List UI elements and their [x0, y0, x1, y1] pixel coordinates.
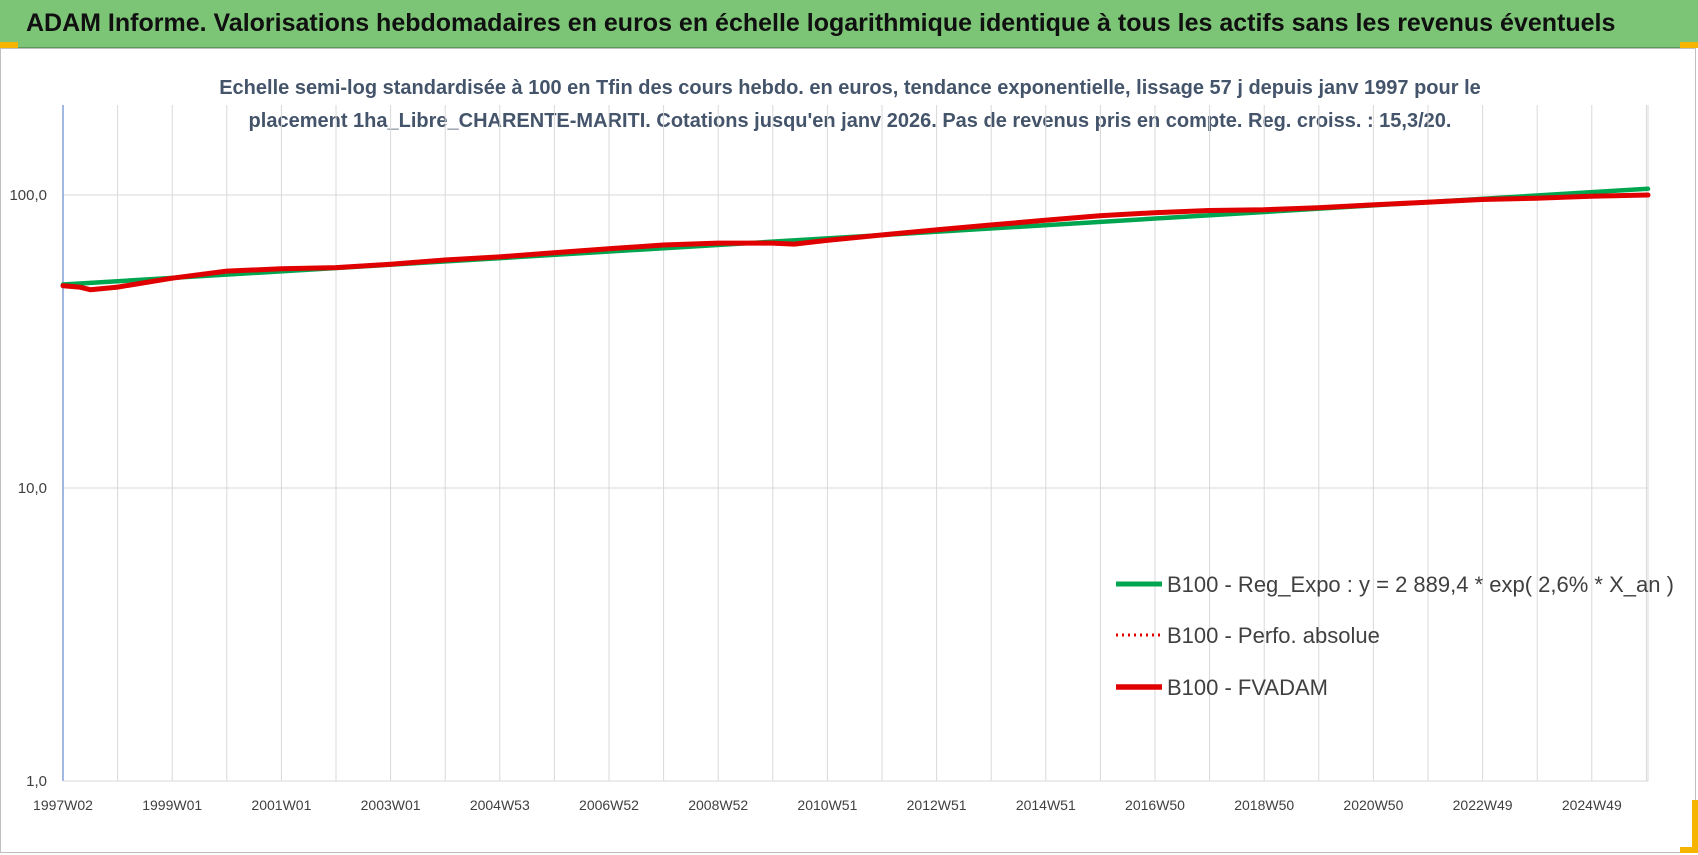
x-axis-ticks: 1997W02 1999W01 2001W01 2003W01 2004W53 2006W…: [33, 797, 1622, 813]
x-tick-label: 2018W50: [1234, 797, 1294, 813]
corner-marker-top-left: [0, 42, 18, 48]
corner-marker-bottom-right: [1692, 800, 1698, 853]
y-tick-label: 100,0: [9, 187, 47, 204]
x-tick-label: 2012W51: [907, 797, 967, 813]
chart-title-line-2: placement 1ha_Libre_CHARENTE-MARITI. Cot…: [248, 110, 1452, 132]
header-title: ADAM Informe. Valorisations hebdomadaire…: [26, 9, 1616, 37]
x-tick-label: 1997W02: [33, 797, 93, 813]
page-header: ADAM Informe. Valorisations hebdomadaire…: [0, 0, 1698, 48]
chart-title: Echelle semi-log standardisée à 100 en T…: [140, 72, 1560, 138]
x-tick-label: 2008W52: [688, 797, 748, 813]
series-perfo-absolue-line: [61, 193, 1650, 292]
corner-marker-bottom-right-h: [1680, 847, 1698, 853]
y-tick-label: 10,0: [18, 480, 47, 497]
x-tick-label: 2014W51: [1016, 797, 1076, 813]
x-tick-label: 2003W01: [361, 797, 421, 813]
x-tick-label: 2022W49: [1453, 797, 1513, 813]
y-tick-label: 1,0: [26, 773, 47, 790]
x-tick-label: 1999W01: [142, 797, 202, 813]
chart-frame: [0, 48, 1696, 853]
x-tick-label: 2024W49: [1562, 797, 1622, 813]
legend-label: B100 - Perfo. absolue: [1167, 623, 1380, 648]
gridlines: [62, 105, 1649, 782]
series-group: [60, 186, 1651, 293]
legend-label: B100 - Reg_Expo : y = 2 889,4 * exp( 2,6…: [1167, 572, 1674, 597]
chart-title-line-1: Echelle semi-log standardisée à 100 en T…: [219, 77, 1481, 99]
x-tick-label: 2010W51: [797, 797, 857, 813]
x-tick-label: 2006W52: [579, 797, 639, 813]
x-tick-label: 2020W50: [1343, 797, 1403, 813]
legend-item-perfo-absolue: B100 - Perfo. absolue: [1116, 623, 1380, 648]
x-tick-label: 2004W53: [470, 797, 530, 813]
legend-item-reg-expo: B100 - Reg_Expo : y = 2 889,4 * exp( 2,6…: [1116, 572, 1674, 597]
x-tick-label: 2016W50: [1125, 797, 1185, 813]
y-axis-ticks: 100,0 10,0 1,0: [9, 187, 47, 790]
series-fvadam-line: [60, 192, 1651, 293]
legend-item-fvadam: B100 - FVADAM: [1116, 675, 1328, 700]
legend-label: B100 - FVADAM: [1167, 675, 1328, 700]
x-tick-label: 2001W01: [251, 797, 311, 813]
legend: B100 - Reg_Expo : y = 2 889,4 * exp( 2,6…: [1116, 572, 1674, 700]
corner-marker-top-right: [1680, 42, 1698, 48]
